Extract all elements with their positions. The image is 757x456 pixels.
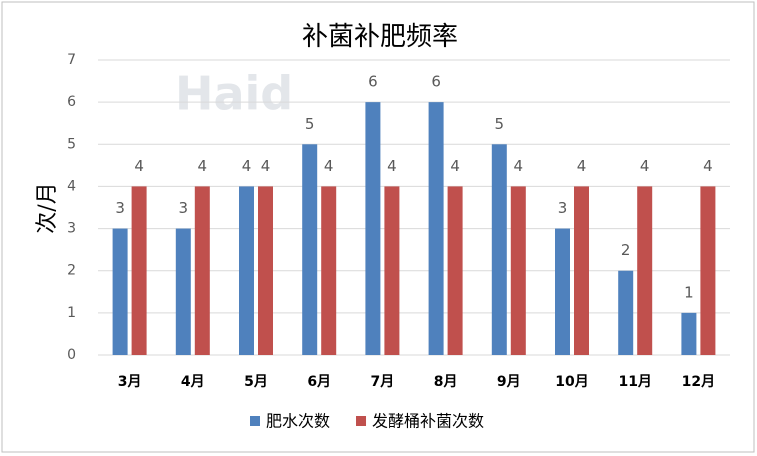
data-label: 4 [387,157,397,175]
bar [175,228,191,355]
legend-label: 肥水次数 [266,412,330,431]
y-tick-label: 2 [67,263,76,279]
y-tick-label: 5 [67,136,76,152]
y-axis-label: 次/月 [35,182,60,233]
bar [637,186,653,355]
data-label: 4 [577,157,587,175]
x-tick-label: 12月 [682,374,715,390]
data-label: 4 [242,157,252,175]
bar [574,186,589,355]
y-tick-label: 6 [67,94,76,110]
bar [384,186,400,355]
legend-swatch [250,416,260,426]
legend-swatch [356,416,367,426]
data-label: 4 [134,157,144,175]
bar [194,186,210,355]
y-tick-label: 4 [67,178,76,194]
x-tick-label: 3月 [118,374,142,390]
bar [681,312,697,355]
y-tick-label: 1 [67,305,76,321]
data-label: 4 [514,157,524,175]
bar [258,186,273,355]
bar [131,186,147,355]
x-tick-label: 9月 [497,374,521,390]
watermark: Haid [175,67,293,121]
bar [700,186,716,355]
bar [447,186,463,355]
data-label: 4 [261,157,271,175]
y-tick-label: 7 [67,52,76,68]
x-tick-label: 5月 [244,374,268,390]
bar [239,186,254,355]
x-tick-label: 4月 [181,374,205,390]
data-label: 1 [684,283,694,301]
data-label: 4 [324,157,334,175]
data-label: 4 [450,157,460,175]
bar [302,144,318,355]
data-label: 6 [368,73,378,91]
data-label: 4 [703,157,713,175]
bar [321,186,337,355]
y-tick-label: 0 [67,347,76,363]
x-tick-label: 8月 [434,374,458,390]
x-tick-label: 10月 [555,374,588,390]
legend-label: 发酵桶补菌次数 [372,412,484,431]
y-tick-label: 3 [67,221,76,237]
data-label: 5 [305,115,315,133]
x-tick-label: 7月 [371,374,395,390]
bar [555,228,570,355]
x-tick-label: 11月 [618,374,651,390]
data-label: 4 [640,157,650,175]
data-label: 3 [179,199,189,217]
bar [112,228,128,355]
bar [491,144,507,355]
data-label: 5 [495,115,505,133]
bar [428,102,444,356]
bar [618,270,634,355]
x-tick-label: 6月 [307,374,331,390]
data-label: 2 [621,241,631,259]
data-label: 3 [115,199,125,217]
chart-title: 补菌补肥频率 [302,22,458,52]
bar [365,102,381,356]
bar [510,186,526,355]
data-label: 4 [198,157,208,175]
data-label: 3 [558,199,568,217]
data-label: 6 [431,73,441,91]
